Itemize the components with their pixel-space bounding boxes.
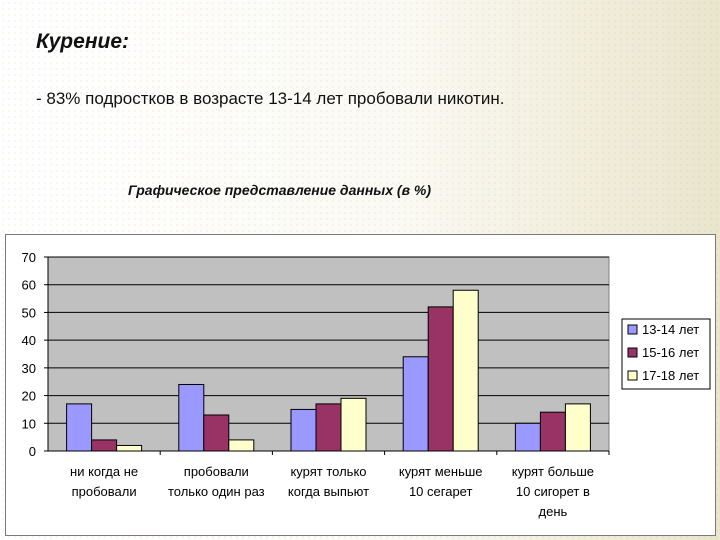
x-category-label: курят меньше xyxy=(399,464,483,479)
bar xyxy=(427,306,454,452)
bar xyxy=(315,403,342,452)
y-tick-label: 40 xyxy=(22,333,36,348)
bar xyxy=(178,383,205,452)
bar xyxy=(514,422,541,452)
y-tick-label: 60 xyxy=(22,278,36,293)
x-category-label: курят только xyxy=(290,464,366,479)
x-category-label: пробовали xyxy=(72,484,137,499)
chart-caption: Графическое представление данных (в %) xyxy=(128,182,432,198)
x-category-label: 10 сигорет в xyxy=(516,484,590,499)
y-tick-label: 0 xyxy=(29,444,36,459)
legend-label: 17-18 лет xyxy=(642,368,699,383)
bar xyxy=(228,439,255,452)
bar xyxy=(116,444,143,452)
bar xyxy=(564,403,591,452)
bar xyxy=(452,289,479,452)
x-category-label: 10 сегарет xyxy=(409,484,473,499)
bullet-text: - 83% подростков в возрасте 13-14 лет пр… xyxy=(36,89,505,108)
bar xyxy=(539,411,566,452)
y-tick-label: 10 xyxy=(22,416,36,431)
bar xyxy=(66,403,93,452)
x-category-label: когда выпьют xyxy=(288,484,369,499)
x-category-label: пробовали xyxy=(184,464,249,479)
y-tick-label: 50 xyxy=(22,305,36,320)
x-category-label: ни когда не xyxy=(70,464,138,479)
legend-label: 15-16 лет xyxy=(642,345,699,360)
y-tick-label: 20 xyxy=(22,389,36,404)
legend-label: 13-14 лет xyxy=(642,322,699,337)
x-category-label: курят больше xyxy=(512,464,594,479)
bar xyxy=(290,408,317,452)
x-category-label: день xyxy=(539,504,568,519)
legend-swatch xyxy=(627,347,638,358)
bar xyxy=(402,356,429,452)
y-tick-label: 30 xyxy=(22,361,36,376)
slide-title: Курение: xyxy=(36,30,130,53)
bar xyxy=(91,439,118,452)
bar-chart: 0 10 20 30 40 50 60 70 ни когда не пробовали пробо… xyxy=(22,250,711,519)
legend-swatch xyxy=(627,370,638,381)
y-tick-label: 70 xyxy=(22,250,36,265)
legend-swatch xyxy=(627,324,638,335)
bar xyxy=(340,397,367,452)
bar xyxy=(203,414,230,452)
x-category-label: только один раз xyxy=(168,484,265,499)
chart-frame: 0 10 20 30 40 50 60 70 ни когда не пробовали пробо… xyxy=(5,234,716,536)
